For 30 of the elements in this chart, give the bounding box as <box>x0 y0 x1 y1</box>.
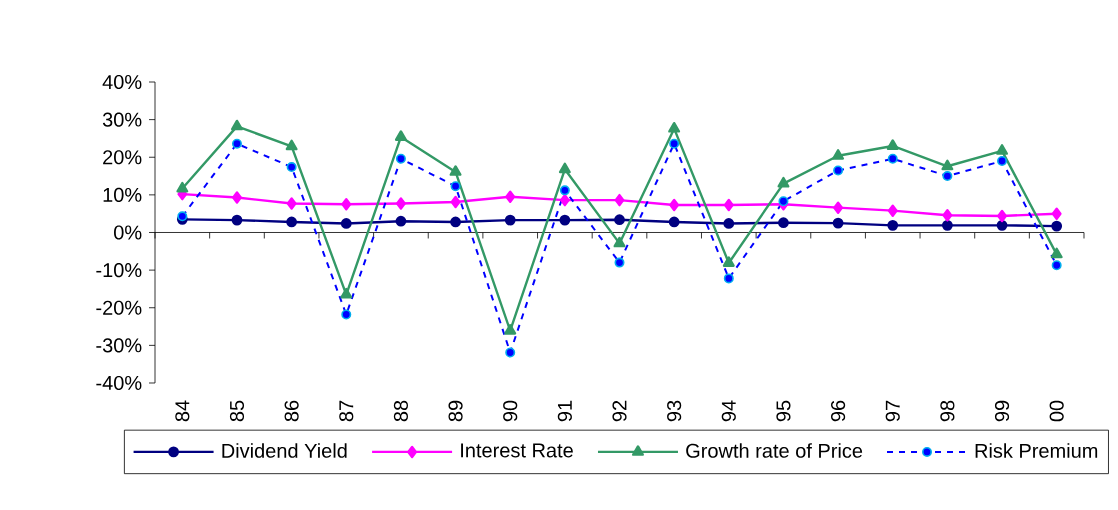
x-tick-label: 91 <box>557 400 572 422</box>
y-tick-label: 20% <box>103 150 142 165</box>
legend-label: Interest Rate <box>461 443 573 458</box>
x-tick-label: 84 <box>175 400 190 422</box>
legend-label: Growth rate of Price <box>686 443 863 458</box>
y-tick-label: 10% <box>103 187 142 202</box>
x-tick-label: 86 <box>284 400 299 422</box>
legend-label: Dividend Yield <box>222 443 347 458</box>
y-tick-label: -30% <box>96 338 142 353</box>
x-tick-label: 97 <box>885 400 900 422</box>
x-tick-label: 98 <box>940 400 955 422</box>
x-tick-label: 92 <box>612 400 627 422</box>
y-tick-label: -20% <box>96 300 142 315</box>
x-tick-label: 89 <box>448 400 463 422</box>
x-tick-label: 95 <box>776 400 791 422</box>
y-tick-label: 40% <box>102 74 142 90</box>
y-tick-label: -10% <box>96 263 142 278</box>
y-tick-label: 30% <box>102 112 142 127</box>
x-tick-label: 85 <box>229 400 245 422</box>
x-tick-label: 94 <box>721 400 736 422</box>
x-tick-label: 88 <box>393 400 408 422</box>
x-tick-label: 96 <box>831 400 846 422</box>
x-tick-label: 93 <box>667 400 682 422</box>
legend-label: Risk Premium <box>975 443 1098 458</box>
x-tick-label: 99 <box>994 400 1010 422</box>
x-tick-label: 87 <box>339 400 354 422</box>
y-tick-label: 0% <box>114 225 142 240</box>
x-tick-label: 00 <box>1049 400 1064 422</box>
y-tick-label: -40% <box>96 375 142 391</box>
x-tick-label: 90 <box>503 400 518 422</box>
